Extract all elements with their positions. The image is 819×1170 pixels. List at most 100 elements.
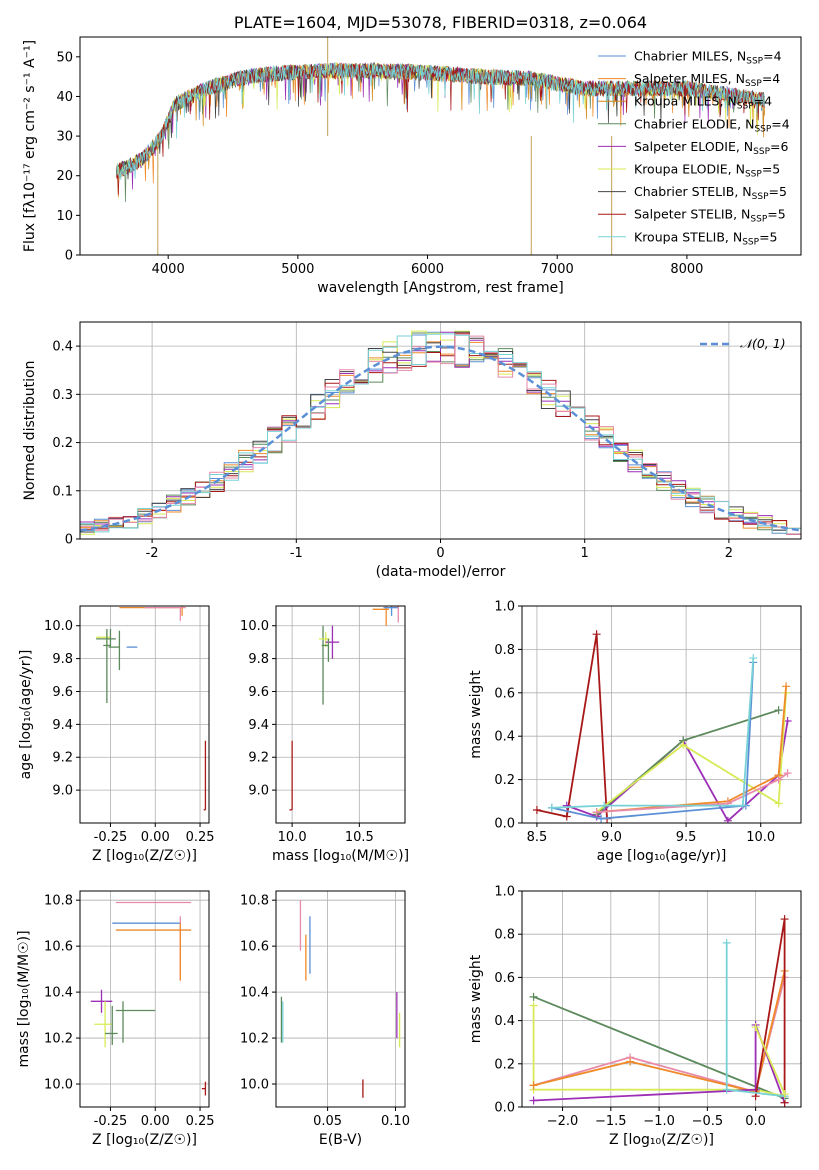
plus-marker	[529, 1081, 538, 1090]
weight-series	[754, 918, 786, 1103]
plus-marker	[547, 803, 556, 812]
y-tick-label: 0.8	[494, 643, 515, 658]
x-tick-label: −1.5	[595, 1114, 627, 1129]
chart-title: PLATE=1604, MJD=53078, FIBERID=0318, z=0…	[234, 13, 647, 32]
plus-marker	[774, 799, 783, 808]
data-point	[203, 740, 207, 811]
y-tick-label: 0.0	[494, 1101, 515, 1116]
plus-marker	[626, 1057, 635, 1066]
x-tick-label: 1	[581, 546, 589, 561]
legend-label-sub: SSP	[753, 147, 770, 157]
mass-vs-ebv-panel: 0.05 0.10 10.0 10.2 10.4 10.6 10.8 E(B-V)	[240, 890, 410, 1148]
weight-series	[596, 772, 789, 813]
y-tick-label: 30	[56, 130, 73, 145]
y-tick-label: 0.4	[494, 1014, 515, 1029]
axes-frame	[521, 890, 802, 1108]
y-tick-label: 10.4	[44, 986, 73, 1001]
y-tick-label: 0.8	[494, 928, 515, 943]
legend-label-tail: =5	[769, 184, 787, 199]
legend-label-sub: SSP	[737, 102, 754, 112]
x-tick-label: 0.25	[186, 830, 215, 845]
legend-label-sub: SSP	[752, 192, 769, 202]
weight-lines	[532, 630, 792, 823]
x-tick-label: -1	[290, 546, 303, 561]
legend-label-tail: =5	[767, 207, 785, 222]
legend-label-text: Salpeter ELODIE, N	[634, 139, 753, 154]
data-point	[115, 1001, 156, 1043]
x-tick-label: 2	[725, 546, 733, 561]
x-tick-label: 0.05	[313, 1114, 342, 1129]
plus-marker	[529, 1001, 538, 1010]
legend-label: Salpeter STELIB, NSSP=5	[634, 207, 786, 225]
legend-label-tail: =4	[763, 49, 781, 64]
legend-label-tail: =4	[762, 71, 780, 86]
y-tick-label: 9.0	[52, 784, 73, 799]
weight-lines	[529, 915, 789, 1107]
data-point	[105, 1005, 118, 1045]
x-axis-label: Z [log₁₀(Z/Z☉)]	[609, 1132, 714, 1148]
weight-series	[532, 1005, 785, 1098]
y-tick-label: 10.0	[44, 619, 73, 634]
plus-marker	[723, 816, 732, 823]
plus-marker	[780, 915, 789, 924]
legend-label-sub: SSP	[745, 79, 762, 89]
legend-label-tail: =6	[770, 139, 788, 154]
plus-marker	[782, 682, 791, 691]
y-axis-label: Flux [fλ10⁻¹⁷ erg cm⁻² s⁻¹ A⁻¹]	[22, 40, 38, 252]
y-tick-label: 9.2	[52, 751, 73, 766]
x-tick-label: -2	[146, 546, 159, 561]
x-tick-label: 0.10	[381, 1114, 410, 1129]
plus-marker	[722, 938, 731, 947]
legend-label: Chabrier MILES, NSSP=4	[634, 49, 782, 67]
y-axis-label: mass weight	[468, 954, 484, 1043]
weight-series	[596, 692, 787, 813]
y-tick-label: 0.1	[52, 484, 73, 499]
gaussian-curve	[80, 345, 801, 532]
y-tick-label: 0	[65, 249, 73, 264]
legend-label-tail: =4	[754, 94, 772, 109]
spectrum-lines	[115, 37, 766, 255]
y-axis-label: Normed distribution	[22, 361, 38, 501]
axes-frame	[521, 605, 802, 824]
axes-frame	[275, 605, 406, 824]
data-point	[144, 606, 186, 621]
errorbars	[280, 900, 401, 1098]
histogram-series	[80, 333, 801, 535]
legend-label: Chabrier STELIB, NSSP=5	[634, 184, 787, 202]
age-vs-z-panel: -0.25 0.00 0.25 9.0 9.2 9.4 9.6 9.8 10.0 Z [log₁₀…	[18, 605, 215, 864]
y-tick-label: 10.0	[240, 619, 269, 634]
age-vs-mass-panel: 10.0 10.5 9.0 9.2 9.4 9.6 9.8 10.0 mass [log₁₀(M…	[240, 605, 409, 864]
x-tick-label: 8.5	[527, 830, 548, 845]
x-tick-label: −1.0	[643, 1114, 675, 1129]
y-tick-label: 0.4	[494, 730, 515, 745]
x-tick-label: 9.0	[601, 830, 622, 845]
legend-label-text: Chabrier MILES, N	[634, 49, 746, 64]
x-tick-label: 10.0	[746, 830, 775, 845]
legend-label-tail: =5	[759, 229, 777, 244]
x-tick-label: 6000	[411, 262, 444, 277]
plus-marker	[722, 1085, 731, 1094]
weight-vs-age-panel: 8.5 9.0 9.5 10.0 0.0 0.2 0.4 0.6 0.8 1.0 age [log₁…	[468, 600, 802, 864]
x-axis-label: age [log₁₀(age/yr)]	[597, 848, 727, 864]
plus-marker	[751, 1023, 760, 1032]
legend-label: Kroupa STELIB, NSSP=5	[634, 229, 778, 247]
plus-marker	[592, 630, 601, 639]
y-tick-label: 0	[65, 533, 73, 548]
y-tick-label: 9.4	[52, 718, 73, 733]
y-tick-label: 10.8	[44, 894, 73, 909]
histograms	[80, 330, 801, 535]
y-tick-label: 0.2	[494, 1057, 515, 1072]
plus-marker	[774, 775, 783, 784]
plus-marker	[592, 808, 601, 817]
plus-marker	[529, 1096, 538, 1105]
legend-label-sub: SSP	[754, 124, 771, 134]
weight-series	[533, 970, 786, 1093]
legend-label-text: Salpeter MILES, N	[634, 71, 745, 86]
spectrum-panel: 4000 5000 6000 7000 8000 0 10 20 30 40 50 wavelengt…	[22, 13, 802, 296]
y-tick-label: 10.4	[240, 986, 269, 1001]
plus-marker	[749, 654, 758, 663]
mass-vs-z-panel: -0.25 0.00 0.25 10.0 10.2 10.4 10.6 10.8 Z [log₁…	[16, 890, 215, 1148]
y-tick-label: 9.2	[248, 751, 269, 766]
